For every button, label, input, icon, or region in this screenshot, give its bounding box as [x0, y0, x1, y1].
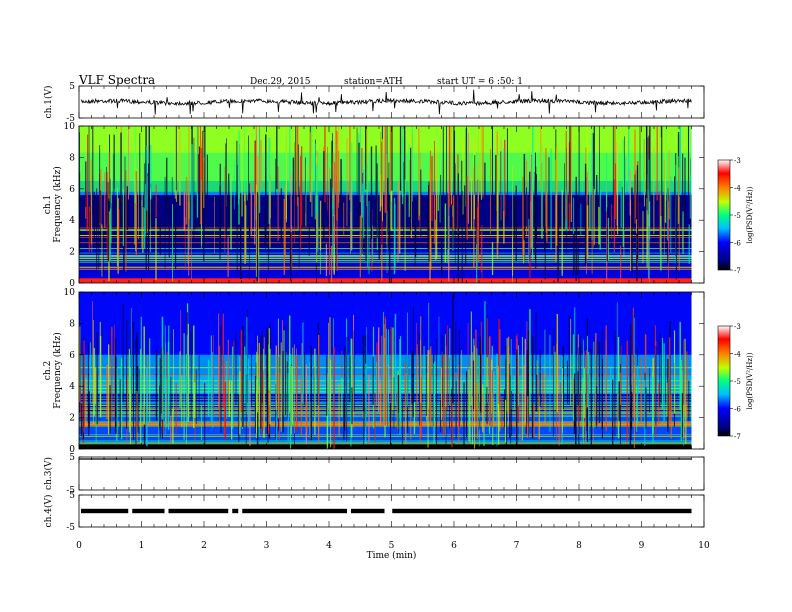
svg-text:log(PSD(V²/Hz)): log(PSD(V²/Hz)): [746, 352, 754, 409]
xaxis-tick-0: 0: [76, 541, 82, 551]
xaxis-label: Time (min): [367, 550, 417, 561]
ch1-waveform-ytick-1: -5: [66, 114, 75, 124]
xaxis-tick-4: 4: [326, 541, 332, 551]
ch1-spectrogram-colorbar: [717, 159, 731, 271]
station-label: station=ATH: [344, 77, 403, 87]
ch2-spectrogram-ytick-4: 8: [69, 319, 75, 329]
ch1-spectrogram-ytick-5: 10: [64, 122, 76, 132]
ch4-waveform-trace-seg-4: [242, 508, 347, 514]
ch1-spectrogram-ytick-4: 8: [69, 153, 75, 163]
ch2-spectrogram-ytick-3: 6: [69, 351, 75, 361]
ch4-waveform-ytick-1: -5: [66, 523, 75, 533]
xaxis-tick-10: 10: [698, 541, 710, 551]
xaxis-tick-5: 5: [389, 541, 395, 551]
svg-text:ch.1: ch.1: [43, 195, 53, 214]
ch3-waveform-ytick-0: 5: [69, 453, 75, 463]
ch1-spectrogram-colorbar-tick-1: -4: [734, 185, 741, 193]
svg-text:Frequency (kHz): Frequency (kHz): [52, 332, 63, 409]
xaxis-tick-3: 3: [264, 541, 270, 551]
ch2-spectrogram-ytick-5: 10: [64, 288, 76, 298]
xaxis-tick-8: 8: [576, 541, 582, 551]
xaxis-tick-2: 2: [201, 541, 207, 551]
ch2-spectrogram-colorbar-tick-3: -6: [734, 406, 741, 414]
ch4-waveform-trace-seg-0: [81, 508, 129, 514]
figure-title: VLF Spectra: [79, 73, 156, 87]
ch1-spectrogram-colorbar-label: log(PSD(V²/Hz)): [746, 186, 754, 243]
ch4-waveform-trace-seg-1: [132, 508, 165, 514]
ch3-waveform-ytick-1: -5: [66, 486, 75, 496]
ch1-spectrogram-colorbar-tick-0: -3: [734, 157, 741, 165]
ch1-spectrogram-image: [78, 126, 704, 284]
ch1-spectrogram-ytick-2: 4: [69, 216, 75, 226]
svg-text:ch.4(V): ch.4(V): [43, 495, 54, 528]
ch2-spectrogram-colorbar-tick-4: -7: [734, 433, 741, 441]
ch4-waveform-trace-seg-5: [351, 508, 385, 514]
ch1-spectrogram-colorbar-tick-4: -7: [734, 267, 741, 275]
ch2-spectrogram-ylabel: ch.2 Frequency (kHz): [43, 332, 63, 409]
ch4-waveform-ytick-0: 5: [69, 491, 75, 501]
xaxis-tick-7: 7: [514, 541, 520, 551]
svg-text:ch.2: ch.2: [43, 361, 53, 380]
svg-text:ch.3(V): ch.3(V): [43, 457, 54, 490]
xaxis-tick-6: 6: [451, 541, 457, 551]
ch2-spectrogram-colorbar: [717, 325, 731, 437]
ch1-waveform-ytick-0: 5: [69, 82, 75, 92]
svg-text:ch.1(V): ch.1(V): [43, 86, 54, 119]
ch1-waveform-trace: [80, 89, 692, 115]
ch2-spectrogram-colorbar-tick-2: -5: [734, 378, 741, 386]
date-label: Dec.29, 2015: [250, 77, 311, 87]
svg-text:Frequency (kHz): Frequency (kHz): [52, 166, 63, 243]
ch1-spectrogram-colorbar-tick-3: -6: [734, 240, 741, 248]
ch2-spectrogram-ytick-0: 0: [69, 445, 75, 455]
ch2-spectrogram-ytick-2: 4: [69, 382, 75, 392]
ch2-spectrogram-ytick-1: 2: [69, 414, 75, 424]
svg-text:log(PSD(V²/Hz)): log(PSD(V²/Hz)): [746, 186, 754, 243]
ch1-spectrogram-ytick-0: 0: [69, 279, 75, 289]
ch4-waveform-trace-seg-3: [232, 508, 239, 514]
ch1-spectrogram-ytick-3: 6: [69, 185, 75, 195]
ch1-spectrogram-ylabel: ch.1 Frequency (kHz): [43, 166, 63, 243]
ch1-spectrogram-ytick-1: 2: [69, 248, 75, 258]
ch1-waveform-ylabel: ch.1(V): [43, 86, 54, 119]
start-time-label: start UT = 6 :50: 1: [437, 77, 523, 87]
xaxis-tick-1: 1: [139, 541, 145, 551]
ch2-spectrogram-colorbar-tick-0: -3: [734, 323, 741, 331]
ch4-waveform-ylabel: ch.4(V): [43, 495, 54, 528]
ch2-spectrogram-colorbar-tick-1: -4: [734, 351, 741, 359]
ch2-spectrogram-colorbar-label: log(PSD(V²/Hz)): [746, 352, 754, 409]
ch1-spectrogram-colorbar-tick-2: -5: [734, 212, 741, 220]
ch4-waveform-trace-seg-2: [168, 508, 229, 514]
xaxis-tick-9: 9: [639, 541, 645, 551]
ch2-spectrogram-image: [78, 292, 704, 449]
ch4-waveform-trace-seg-7: [392, 508, 692, 514]
ch3-waveform-ylabel: ch.3(V): [43, 457, 54, 490]
